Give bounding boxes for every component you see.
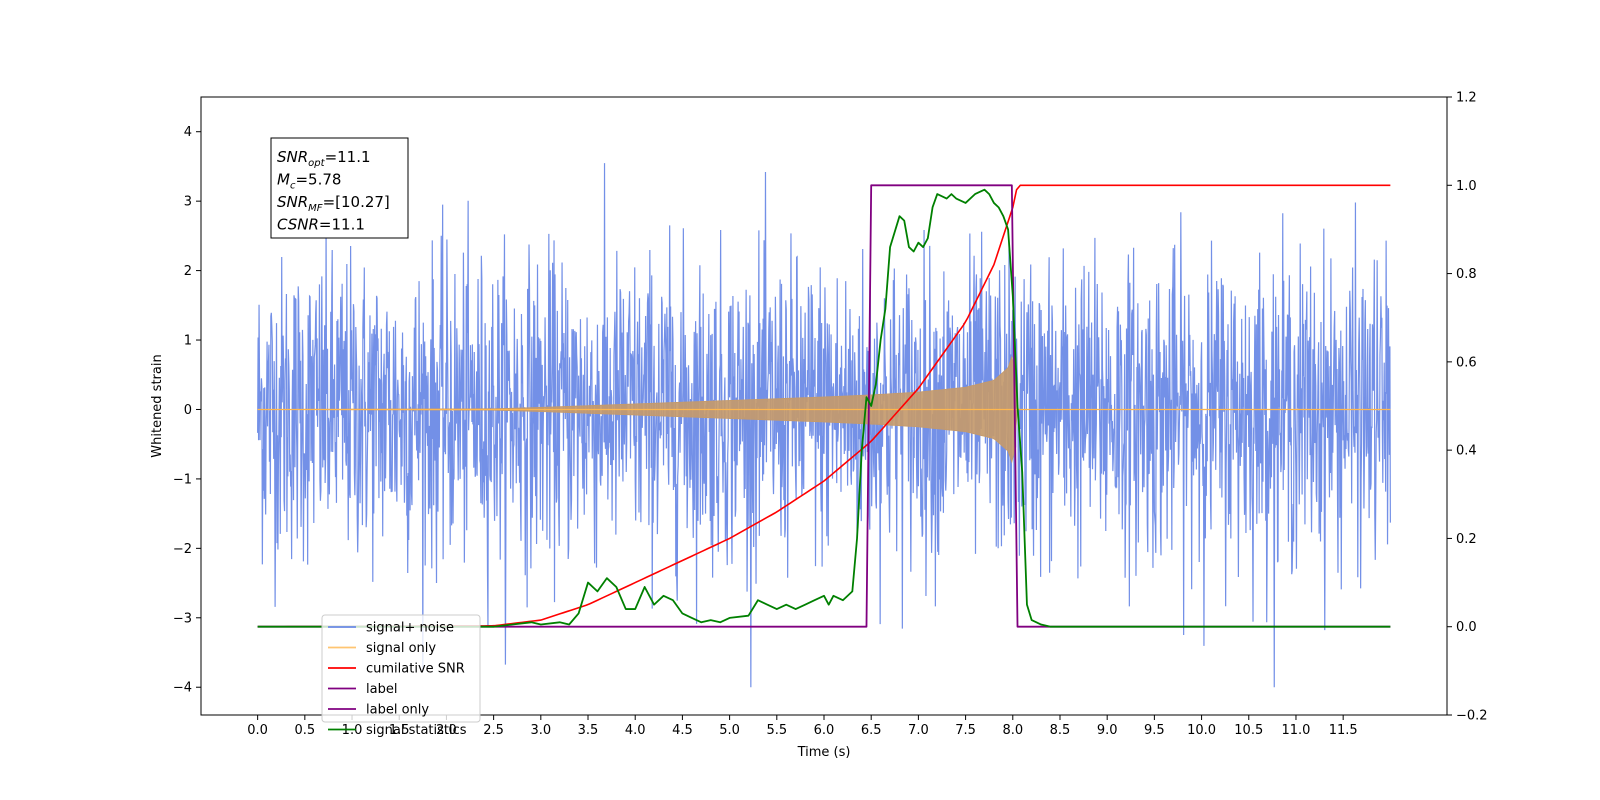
y2-tick-label: 0.8 [1456,267,1477,282]
x-tick-label: 0.0 [247,723,268,738]
x-tick-label: 5.0 [719,723,740,738]
y-tick-label: 3 [184,195,192,210]
legend-entry: signal statistics [366,723,467,738]
x-tick-label: 6.0 [814,723,835,738]
y-tick-label: 1 [184,334,192,349]
legend-entry: label [366,682,397,697]
plot-area [257,163,1391,688]
x-tick-label: 4.0 [625,723,646,738]
y2-tick-label: 0.4 [1456,444,1477,459]
x-tick-label: 8.5 [1050,723,1071,738]
x-tick-label: 4.5 [672,723,693,738]
x-tick-label: 3.0 [530,723,551,738]
x-tick-label: 11.0 [1281,723,1310,738]
x-tick-label: 8.0 [1002,723,1023,738]
annotation-line: Mc=5.78 [277,171,341,192]
x-tick-label: 0.5 [294,723,315,738]
y-tick-label: 4 [184,125,192,140]
y-tick-label: −2 [173,542,192,557]
series-signal-noise [257,163,1391,688]
y2-tick-label: −0.2 [1456,709,1488,724]
y2-tick-label: 1.0 [1456,179,1477,194]
x-tick-label: 7.5 [955,723,976,738]
annotation-value: =11.1 [319,216,365,234]
x-tick-label: 7.0 [908,723,929,738]
x-tick-label: 11.5 [1329,723,1358,738]
annotation-symbol: SNR [277,148,308,166]
axes: 0.0 0.5 1.0 1.5 2.0 2.5 3.0 3.5 4.0 4.5 5.0 5.5 6.0 6… [150,91,1488,761]
x-tick-label: 6.5 [861,723,882,738]
annotation-box [270,137,409,239]
y2-tick-label: 0.0 [1456,620,1477,635]
y2-tick-label: 0.2 [1456,532,1477,547]
x-axis-label: Time (s) [797,745,851,760]
x-tick-label: 2.5 [483,723,504,738]
legend: signal+ noise signal only cumilative SNR la… [321,614,481,738]
x-tick-label: 1.0 [342,723,363,738]
x-tick-label: 5.5 [766,723,787,738]
annotation-value: =5.78 [295,171,341,189]
legend-entry: cumilative SNR [366,662,465,677]
annotation-line: SNRopt=11.1 [277,148,371,169]
y2-tick-label: 0.6 [1456,355,1477,370]
annotation-symbol: SNR [277,193,308,211]
annotation-subscript: MF [308,203,323,214]
annotation-symbol: CSNR [277,216,319,234]
y-tick-label: −4 [173,681,192,696]
x-tick-label: 2.0 [436,723,457,738]
series-signal-statistics [257,188,1391,628]
annotation-subscript: opt [308,158,325,169]
legend-entry: signal+ noise [366,621,454,636]
legend-entry: signal only [366,641,436,656]
y-tick-label: −3 [173,611,192,626]
annotation-subscript: c [290,181,296,192]
annotation-symbol: M [277,171,290,189]
legend-box [321,614,481,723]
y2-tick-label: 1.2 [1456,91,1477,106]
y-tick-label: 0 [184,403,192,418]
x-tick-label: 10.0 [1187,723,1216,738]
y-axis-label: Whitened strain [150,354,165,457]
x-tick-label: 9.5 [1144,723,1165,738]
annotation-value: =11.1 [325,148,371,166]
y-tick-label: 2 [184,264,192,279]
annotation-line: CSNR=11.1 [277,216,365,234]
annotation-line: SNRMF=[10.27] [277,193,390,214]
annotation-value: =[10.27] [323,193,390,211]
x-tick-label: 9.0 [1097,723,1118,738]
x-tick-label: 10.5 [1234,723,1263,738]
y-tick-label: −1 [173,472,192,487]
legend-entry: label only [366,703,429,718]
x-tick-label: 1.5 [389,723,410,738]
x-tick-label: 3.5 [578,723,599,738]
